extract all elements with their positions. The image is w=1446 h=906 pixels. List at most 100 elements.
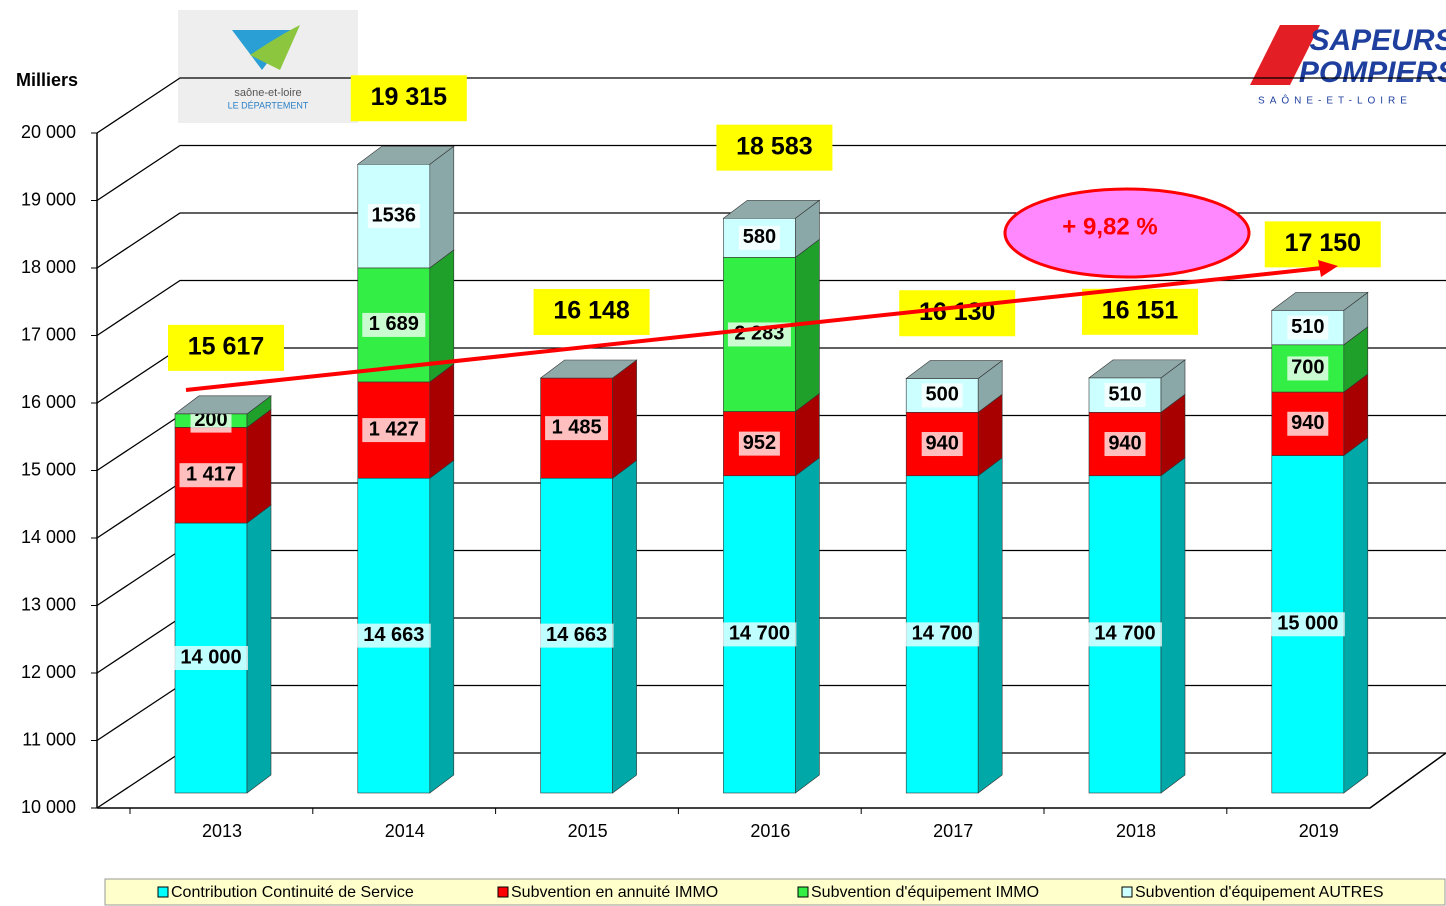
- y-tick-label: 14 000: [21, 527, 76, 547]
- value-label: 940: [926, 432, 959, 454]
- value-label: 1 417: [186, 463, 236, 485]
- value-label: 14 700: [729, 623, 790, 645]
- value-label-bg: [545, 416, 609, 441]
- x-tick-label: 2015: [568, 821, 608, 841]
- y-tick-label: 20 000: [21, 122, 76, 142]
- logo-left-text: LE DÉPARTEMENT: [228, 100, 309, 110]
- value-label-bg: [1287, 411, 1329, 436]
- value-label: 14 000: [180, 646, 241, 668]
- value-label: 200: [194, 409, 227, 431]
- bar-top: [722, 199, 821, 219]
- x-tick-label: 2018: [1116, 821, 1156, 841]
- annotation: + 9,82 %: [1062, 213, 1157, 240]
- total-label: 15 617: [188, 332, 264, 360]
- bar-top: [905, 360, 1004, 379]
- value-label: 700: [1291, 357, 1324, 379]
- value-label: 510: [1291, 316, 1324, 338]
- value-label-bg: [921, 432, 963, 457]
- bar-side: [429, 363, 455, 479]
- value-label: 14 700: [912, 623, 973, 645]
- bar-side: [1343, 436, 1369, 794]
- y-tick-label: 10 000: [21, 797, 76, 817]
- y-tick-label: 12 000: [21, 662, 76, 682]
- y-tick-label: 19 000: [21, 189, 76, 209]
- value-label-bg: [1104, 383, 1146, 408]
- total-label: 18 583: [736, 132, 812, 160]
- bar-side: [246, 504, 272, 794]
- x-tick-label: 2013: [202, 821, 242, 841]
- y-tick-label: 17 000: [21, 324, 76, 344]
- y-tick-label: 13 000: [21, 594, 76, 614]
- trend-arrowhead: [1318, 260, 1338, 277]
- value-label: 14 663: [363, 624, 424, 646]
- total-label: 16 148: [553, 297, 630, 325]
- value-label: 952: [743, 432, 776, 454]
- bar-side: [612, 459, 637, 794]
- value-label-bg: [356, 623, 431, 648]
- value-label-bg: [738, 225, 780, 250]
- total-label: 16 151: [1102, 296, 1179, 324]
- y-tick-label: 11 000: [22, 729, 76, 749]
- bar-side: [429, 459, 455, 794]
- total-label-bg: [168, 324, 284, 371]
- legend-label: Subvention d'équipement AUTRES: [1135, 884, 1384, 901]
- y-tick-label: 15 000: [21, 459, 76, 479]
- value-label-bg: [1104, 432, 1146, 457]
- total-label-bg: [533, 289, 650, 336]
- bar-top: [1088, 359, 1186, 379]
- logo-right-text: SAÔNE-ET-LOIRE: [1258, 94, 1412, 107]
- value-label-bg: [722, 622, 797, 647]
- value-label-bg: [362, 312, 426, 337]
- value-label-bg: [362, 418, 426, 443]
- legend-swatch: [797, 886, 809, 898]
- y-axis-label: Milliers: [16, 70, 78, 90]
- total-label-bg: [350, 75, 467, 122]
- bar-side: [795, 457, 820, 794]
- value-label: 940: [1108, 432, 1141, 454]
- value-label-bg: [367, 204, 420, 229]
- value-label-bg: [1287, 356, 1329, 381]
- logo-right-shape: [1250, 25, 1320, 85]
- grid-line: [96, 279, 1446, 337]
- bar-top: [356, 145, 455, 165]
- y-tick-label: 16 000: [21, 392, 76, 412]
- bar-top: [174, 395, 272, 415]
- value-label: 940: [1291, 412, 1324, 434]
- bar-top: [1270, 292, 1369, 311]
- logo-right-text: SAPEURS: [1309, 24, 1446, 57]
- value-label: 1 485: [552, 416, 602, 438]
- logo-right-text: POMPIERS: [1299, 56, 1446, 89]
- trend-line: [185, 266, 1323, 392]
- bar-side: [612, 359, 637, 479]
- value-label: 510: [1108, 383, 1141, 405]
- total-label-bg: [1082, 288, 1198, 335]
- legend-label: Contribution Continuité de Service: [171, 884, 414, 901]
- value-label: 580: [743, 226, 776, 248]
- value-label-bg: [174, 646, 248, 670]
- legend-label: Subvention en annuité IMMO: [511, 884, 718, 901]
- value-label: 15 000: [1277, 613, 1338, 635]
- logo-left-bg: [178, 10, 358, 123]
- y-tick-label: 18 000: [21, 257, 76, 277]
- value-label: 1 689: [369, 313, 419, 335]
- value-label: 14 663: [546, 624, 607, 646]
- bar-side: [246, 408, 272, 524]
- logo-left-text: saône-et-loire: [234, 87, 301, 99]
- annotation-bubble: [1003, 187, 1251, 279]
- bar-side: [1160, 457, 1186, 794]
- total-label-bg: [716, 124, 833, 171]
- value-label-bg: [1270, 612, 1345, 637]
- legend-label: Subvention d'équipement IMMO: [811, 884, 1039, 901]
- total-label-bg: [1264, 221, 1381, 268]
- total-label: 19 315: [371, 83, 448, 111]
- value-label-bg: [539, 623, 614, 648]
- legend-box: [104, 878, 1446, 906]
- bar-top: [539, 359, 638, 379]
- bar-side: [977, 457, 1003, 794]
- value-label-bg: [179, 463, 243, 488]
- value-label: 500: [926, 384, 959, 406]
- x-tick-label: 2016: [750, 821, 790, 841]
- value-label-bg: [1088, 622, 1162, 647]
- value-label-bg: [1287, 315, 1329, 340]
- logo-left-shape: [250, 25, 300, 70]
